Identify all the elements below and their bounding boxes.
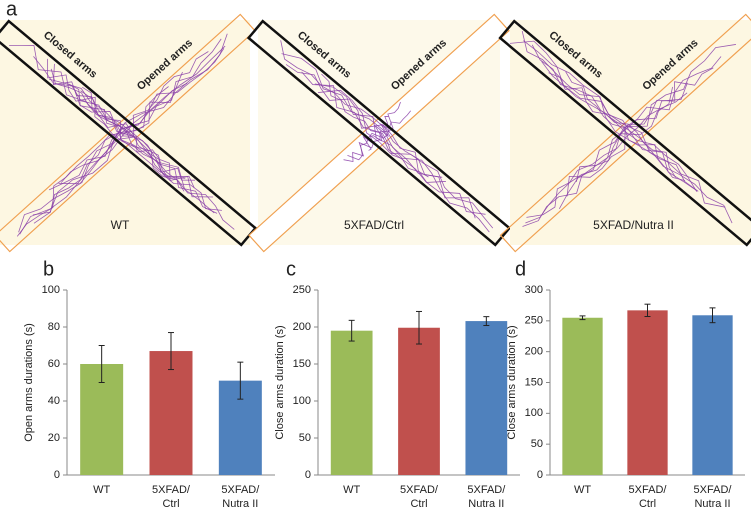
closed-arm <box>498 19 751 247</box>
track <box>523 40 726 208</box>
panel-letter: a <box>6 0 18 20</box>
track <box>548 72 677 178</box>
y-tick-label: 250 <box>525 315 543 327</box>
panel-letter: c <box>286 258 296 280</box>
group-label: WT <box>111 218 130 232</box>
panel-letter: b <box>43 258 54 280</box>
y-tick-label: 40 <box>48 395 60 407</box>
y-axis-label: Close arms duration (s) <box>274 325 286 439</box>
track <box>52 63 186 179</box>
y-tick-label: 20 <box>48 432 60 444</box>
x-tick-label: WT <box>93 484 110 496</box>
bar <box>398 327 440 475</box>
y-tick-label: 250 <box>293 284 311 296</box>
track <box>18 82 188 233</box>
y-tick-label: 150 <box>293 358 311 370</box>
track <box>19 45 226 235</box>
bar <box>330 330 373 475</box>
bar <box>149 351 193 475</box>
bar <box>562 317 603 475</box>
track <box>565 71 686 181</box>
track <box>60 51 209 183</box>
panel-letter: d <box>515 258 526 280</box>
y-tick-label: 100 <box>293 395 311 407</box>
track <box>280 40 443 178</box>
open-arm <box>0 13 256 253</box>
y-tick-label: 0 <box>54 469 60 481</box>
track <box>509 40 698 191</box>
track <box>32 71 183 216</box>
x-tick-label: WT <box>343 484 360 496</box>
group-label: 5XFAD/Ctrl <box>344 218 404 232</box>
group-label: 5XFAD/Nutra II <box>593 218 674 232</box>
y-tick-label: 150 <box>525 376 543 388</box>
y-tick-label: 50 <box>531 438 543 450</box>
track <box>33 33 228 224</box>
track <box>522 82 688 227</box>
y-tick-label: 80 <box>48 321 60 333</box>
x-tick-label: 5XFAD/Nutra II <box>467 484 506 510</box>
track <box>281 53 476 219</box>
track <box>47 58 171 180</box>
y-tick-label: 0 <box>537 469 543 481</box>
track <box>50 68 185 192</box>
open-arm <box>499 13 751 253</box>
x-tick-label: 5XFAD/Ctrl <box>152 484 191 510</box>
closed-arm-outline <box>0 19 258 247</box>
y-tick-label: 50 <box>299 432 311 444</box>
y-tick-label: 100 <box>525 407 543 419</box>
track <box>321 73 429 178</box>
x-tick-label: 5XFAD/Nutra II <box>694 484 733 510</box>
y-tick-label: 0 <box>305 469 311 481</box>
track <box>314 83 490 233</box>
bar <box>627 310 668 475</box>
y-tick-label: 200 <box>525 346 543 358</box>
maze <box>246 13 512 253</box>
x-tick-label: WT <box>574 484 591 496</box>
track <box>9 44 215 214</box>
track <box>566 56 722 197</box>
closed-arm <box>0 19 258 247</box>
y-axis-label: Close arms duration (s) <box>506 325 518 439</box>
track <box>58 38 222 185</box>
y-axis-label: Open arms durations (s) <box>23 323 35 442</box>
track <box>531 44 698 192</box>
track <box>74 89 222 211</box>
track <box>525 92 688 224</box>
x-tick-label: 5XFAD/Nutra II <box>221 484 260 510</box>
y-tick-label: 200 <box>293 321 311 333</box>
y-tick-label: 100 <box>42 284 60 296</box>
y-tick-label: 300 <box>525 284 543 296</box>
track <box>541 61 733 224</box>
bar <box>465 321 508 475</box>
track <box>285 64 446 183</box>
x-tick-label: 5XFAD/Ctrl <box>400 484 439 510</box>
track <box>68 83 195 189</box>
maze <box>0 13 258 253</box>
bar <box>692 315 733 475</box>
y-tick-label: 60 <box>48 358 60 370</box>
open-arm-outline <box>499 13 751 253</box>
track <box>521 30 699 192</box>
x-tick-label: 5XFAD/Ctrl <box>629 484 668 510</box>
maze <box>498 13 751 253</box>
track <box>526 86 673 218</box>
closed-arm-outline <box>498 19 751 247</box>
track <box>575 67 714 183</box>
